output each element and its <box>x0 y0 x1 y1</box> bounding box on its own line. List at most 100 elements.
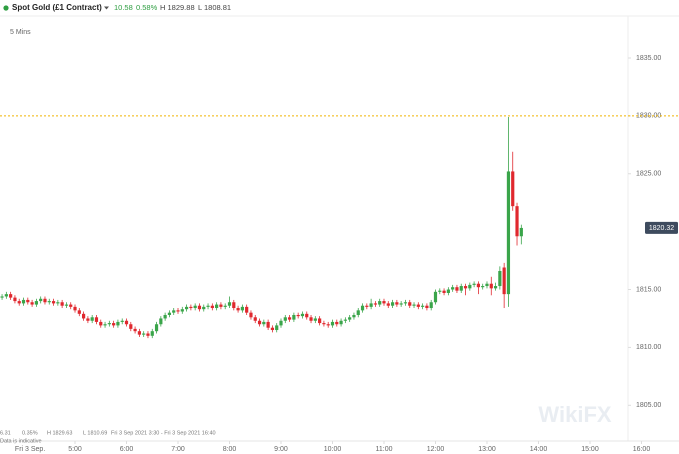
candle-body <box>421 305 425 307</box>
candle-body <box>433 291 438 303</box>
candle-body <box>476 283 481 288</box>
dropdown-arrow[interactable] <box>104 6 109 10</box>
y-tick-label: 1825.00 <box>636 171 661 178</box>
candle-body <box>197 305 202 310</box>
candle-body <box>356 310 360 315</box>
candle-body <box>240 306 244 311</box>
candle-body <box>86 318 90 321</box>
candle-body <box>343 319 347 321</box>
candle-body <box>90 317 94 321</box>
y-tick-label: 1815.00 <box>636 286 661 293</box>
candle-body <box>515 206 519 237</box>
candle-body <box>360 305 365 311</box>
candle-body <box>275 325 279 331</box>
candle-body <box>9 294 13 298</box>
candle-body <box>154 324 159 332</box>
footer-change-pct: 0.35% <box>22 430 38 436</box>
candle-body <box>116 321 120 326</box>
candle-body <box>163 314 167 319</box>
candle-body <box>348 317 352 320</box>
candle-body <box>296 314 300 317</box>
candle-body <box>498 270 502 287</box>
candle-body <box>103 324 107 326</box>
candle-body <box>47 301 51 303</box>
candle-body <box>502 267 506 295</box>
candle-body <box>403 302 408 304</box>
candle-body <box>309 317 313 321</box>
interval-label: 5 Mins <box>10 29 31 36</box>
candle-body <box>227 302 232 306</box>
candle-body <box>352 314 356 318</box>
candle-body <box>287 317 292 320</box>
candle-body <box>429 302 433 309</box>
header-low: L 1808.81 <box>198 3 231 12</box>
candle-body <box>223 305 227 307</box>
candle-body <box>0 296 4 298</box>
x-tick-label: 5:00 <box>68 446 82 453</box>
candle-body <box>176 310 180 312</box>
candle-body <box>64 304 69 306</box>
y-tick-label: 1805.00 <box>636 402 661 409</box>
candle-body <box>232 302 236 309</box>
candle-body <box>172 310 176 313</box>
candle-body <box>142 333 146 335</box>
candle-body <box>99 321 103 326</box>
candle-body <box>81 313 86 319</box>
candle-body <box>489 283 493 289</box>
instrument-title[interactable]: Spot Gold (£1 Contract) <box>12 3 102 12</box>
candle-body <box>51 301 56 304</box>
candle-body <box>330 321 335 326</box>
candle-body <box>43 298 47 303</box>
candle-body <box>120 320 124 322</box>
candle-body <box>390 302 395 306</box>
x-tick-label: 9:00 <box>274 446 288 453</box>
candle-body <box>257 320 262 325</box>
candle-body <box>137 331 141 335</box>
candle-body <box>481 286 485 288</box>
candle-body <box>335 321 339 325</box>
candle-body <box>399 303 403 305</box>
candle-body <box>26 299 30 303</box>
footer-low: L 1810.69 <box>83 430 107 436</box>
candle-body <box>150 331 154 336</box>
candle-body <box>17 301 21 304</box>
candle-body <box>412 304 416 306</box>
candle-body <box>511 171 515 207</box>
watermark: WikiFX <box>538 402 611 427</box>
footer-note: Data is indicative <box>0 438 42 444</box>
candle-body <box>455 287 459 291</box>
status-dot <box>3 5 9 11</box>
candle-body <box>468 284 472 289</box>
candle-body <box>4 294 8 297</box>
candle-body <box>425 305 429 309</box>
candle-body <box>262 321 266 325</box>
x-tick-label: 8:00 <box>223 446 237 453</box>
candle-body <box>386 303 390 306</box>
candle-body <box>133 328 137 332</box>
candle-body <box>519 227 523 237</box>
candle-body <box>39 298 43 302</box>
y-tick-label: 1835.00 <box>636 55 661 62</box>
candle-body <box>34 301 38 305</box>
candle-body <box>408 302 412 306</box>
candle-body <box>77 310 81 314</box>
candle-body <box>249 312 253 318</box>
candle-body <box>506 171 511 295</box>
candle-body <box>382 301 386 304</box>
candle-body <box>270 327 275 331</box>
candle-body <box>279 320 283 326</box>
candle-body <box>442 290 446 293</box>
candle-body <box>416 304 420 307</box>
candle-body <box>206 305 210 307</box>
candle-body <box>180 309 184 312</box>
x-tick-label: 11:00 <box>375 446 392 453</box>
x-tick-label: 10:00 <box>324 446 342 453</box>
candle-body <box>193 305 197 309</box>
header-change: 10.58 <box>114 3 133 12</box>
candle-body <box>202 306 206 310</box>
candle-body <box>60 302 64 306</box>
candle-body <box>30 302 34 305</box>
candle-body <box>13 297 17 302</box>
last-price-label: 1820.32 <box>649 225 674 232</box>
